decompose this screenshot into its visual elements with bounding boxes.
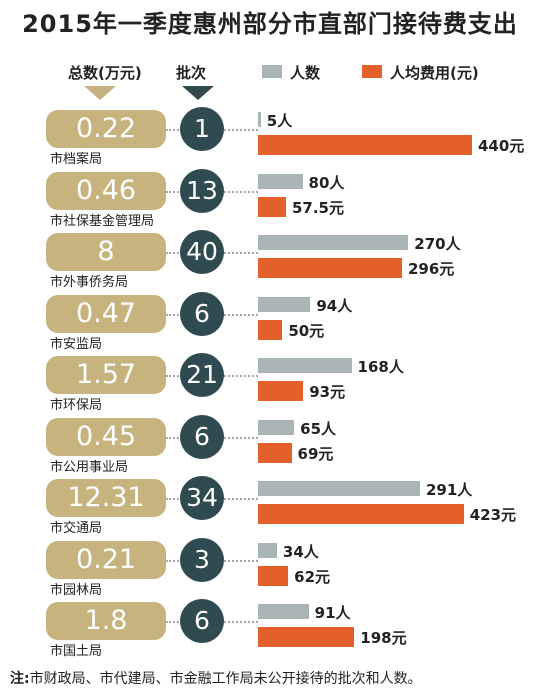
batch-count-circle: 6 (180, 599, 224, 643)
footnote: 注:市财政局、市代建局、市金融工作局未公开接待的批次和人数。 (10, 668, 422, 688)
people-data-label: 34人 (282, 542, 319, 561)
connector-line (166, 252, 182, 254)
connector-line (166, 498, 182, 500)
department-label: 市园林局 (50, 578, 105, 598)
batch-count-circle: 34 (180, 476, 224, 520)
footnote-text: 市财政局、市代建局、市金融工作局未公开接待的批次和人数。 (29, 671, 422, 687)
connector-line (224, 498, 258, 500)
batch-count-circle: 3 (180, 537, 224, 582)
people-data-label: 91人 (314, 604, 351, 622)
department-label: 市档案局 (50, 148, 105, 167)
people-data-label: 291人 (426, 481, 473, 499)
connector-line (166, 621, 182, 623)
total-value-box: 0.21 (46, 540, 166, 579)
batch-count-circle: 6 (180, 414, 224, 459)
people-data-label: 80人 (308, 173, 345, 192)
cost-bar (258, 258, 402, 278)
people-data-label: 65人 (300, 419, 337, 438)
department-label: 市环保局 (50, 394, 105, 413)
legend-cost-label: 人均费用(元) (390, 64, 479, 82)
people-bar (258, 173, 303, 189)
department-label: 市国土局 (50, 640, 105, 659)
connector-line (224, 375, 258, 377)
cost-bar (258, 381, 304, 401)
cost-data-label: 423元 (469, 506, 517, 524)
batches-header: 批次 (176, 64, 207, 82)
people-bar (258, 112, 261, 127)
connector-line (166, 190, 182, 193)
batches-header-arrow (182, 86, 214, 100)
total-header-arrow (84, 86, 116, 100)
people-data-label: 168人 (357, 358, 404, 376)
connector-line (166, 313, 182, 316)
cost-data-label: 69元 (297, 444, 334, 463)
people-data-label: 94人 (316, 296, 353, 315)
connector-line (224, 190, 258, 193)
cost-bar (258, 442, 292, 463)
chart-title: 2015年一季度惠州部分市直部门接待费支出 (22, 10, 518, 38)
connector-line (224, 252, 258, 254)
cost-bar (258, 504, 464, 524)
batch-count-circle: 1 (180, 107, 224, 151)
total-value-box: 12.31 (46, 479, 166, 517)
cost-data-label: 50元 (288, 321, 325, 340)
total-value-box: 1.8 (46, 602, 166, 640)
connector-line (166, 436, 182, 439)
cost-bar (258, 135, 472, 155)
batch-count-circle: 13 (180, 168, 224, 213)
total-value-box: 0.22 (46, 110, 166, 148)
cost-bar (258, 627, 355, 647)
legend-people-swatch (262, 65, 282, 78)
people-bar (258, 296, 311, 312)
connector-line (224, 129, 258, 131)
footnote-prefix: 注: (10, 671, 30, 687)
connector-line (166, 559, 182, 562)
total-value-box: 1.57 (46, 356, 166, 394)
people-bar (258, 481, 420, 496)
cost-bar (258, 565, 289, 586)
total-value-box: 8 (46, 233, 166, 271)
legend-people-label: 人数 (290, 64, 321, 82)
cost-data-label: 57.5元 (291, 198, 344, 217)
total-value-box: 0.46 (46, 171, 166, 210)
legend-cost-swatch (362, 65, 382, 78)
batch-count-circle: 21 (180, 353, 224, 397)
department-label: 市安监局 (50, 332, 105, 352)
cost-bar (258, 196, 286, 217)
cost-bar (258, 319, 283, 340)
total-header: 总数(万元) (68, 64, 142, 82)
cost-data-label: 296元 (407, 260, 455, 278)
people-bar (258, 235, 409, 250)
batch-count-circle: 40 (180, 230, 224, 274)
connector-line (224, 621, 258, 623)
connector-line (224, 313, 258, 316)
people-bar (258, 358, 352, 373)
department-label: 市交通局 (50, 517, 105, 536)
cost-data-label: 198元 (360, 629, 407, 647)
department-label: 市社保基金管理局 (50, 209, 157, 229)
department-label: 市公用事业局 (50, 455, 131, 475)
cost-data-label: 62元 (294, 567, 331, 586)
cost-data-label: 93元 (309, 383, 346, 401)
department-label: 市外事侨务局 (50, 271, 131, 290)
people-bar (258, 419, 295, 435)
total-value-box: 0.45 (46, 417, 166, 456)
connector-line (166, 375, 182, 377)
people-data-label: 5人 (266, 112, 293, 130)
total-value-box: 0.47 (46, 294, 166, 333)
connector-line (224, 559, 258, 562)
connector-line (166, 129, 182, 131)
people-bar (258, 604, 309, 619)
batch-count-circle: 6 (180, 291, 224, 336)
people-bar (258, 542, 277, 558)
cost-data-label: 440元 (478, 137, 525, 155)
people-data-label: 270人 (414, 235, 461, 253)
connector-line (224, 436, 258, 439)
